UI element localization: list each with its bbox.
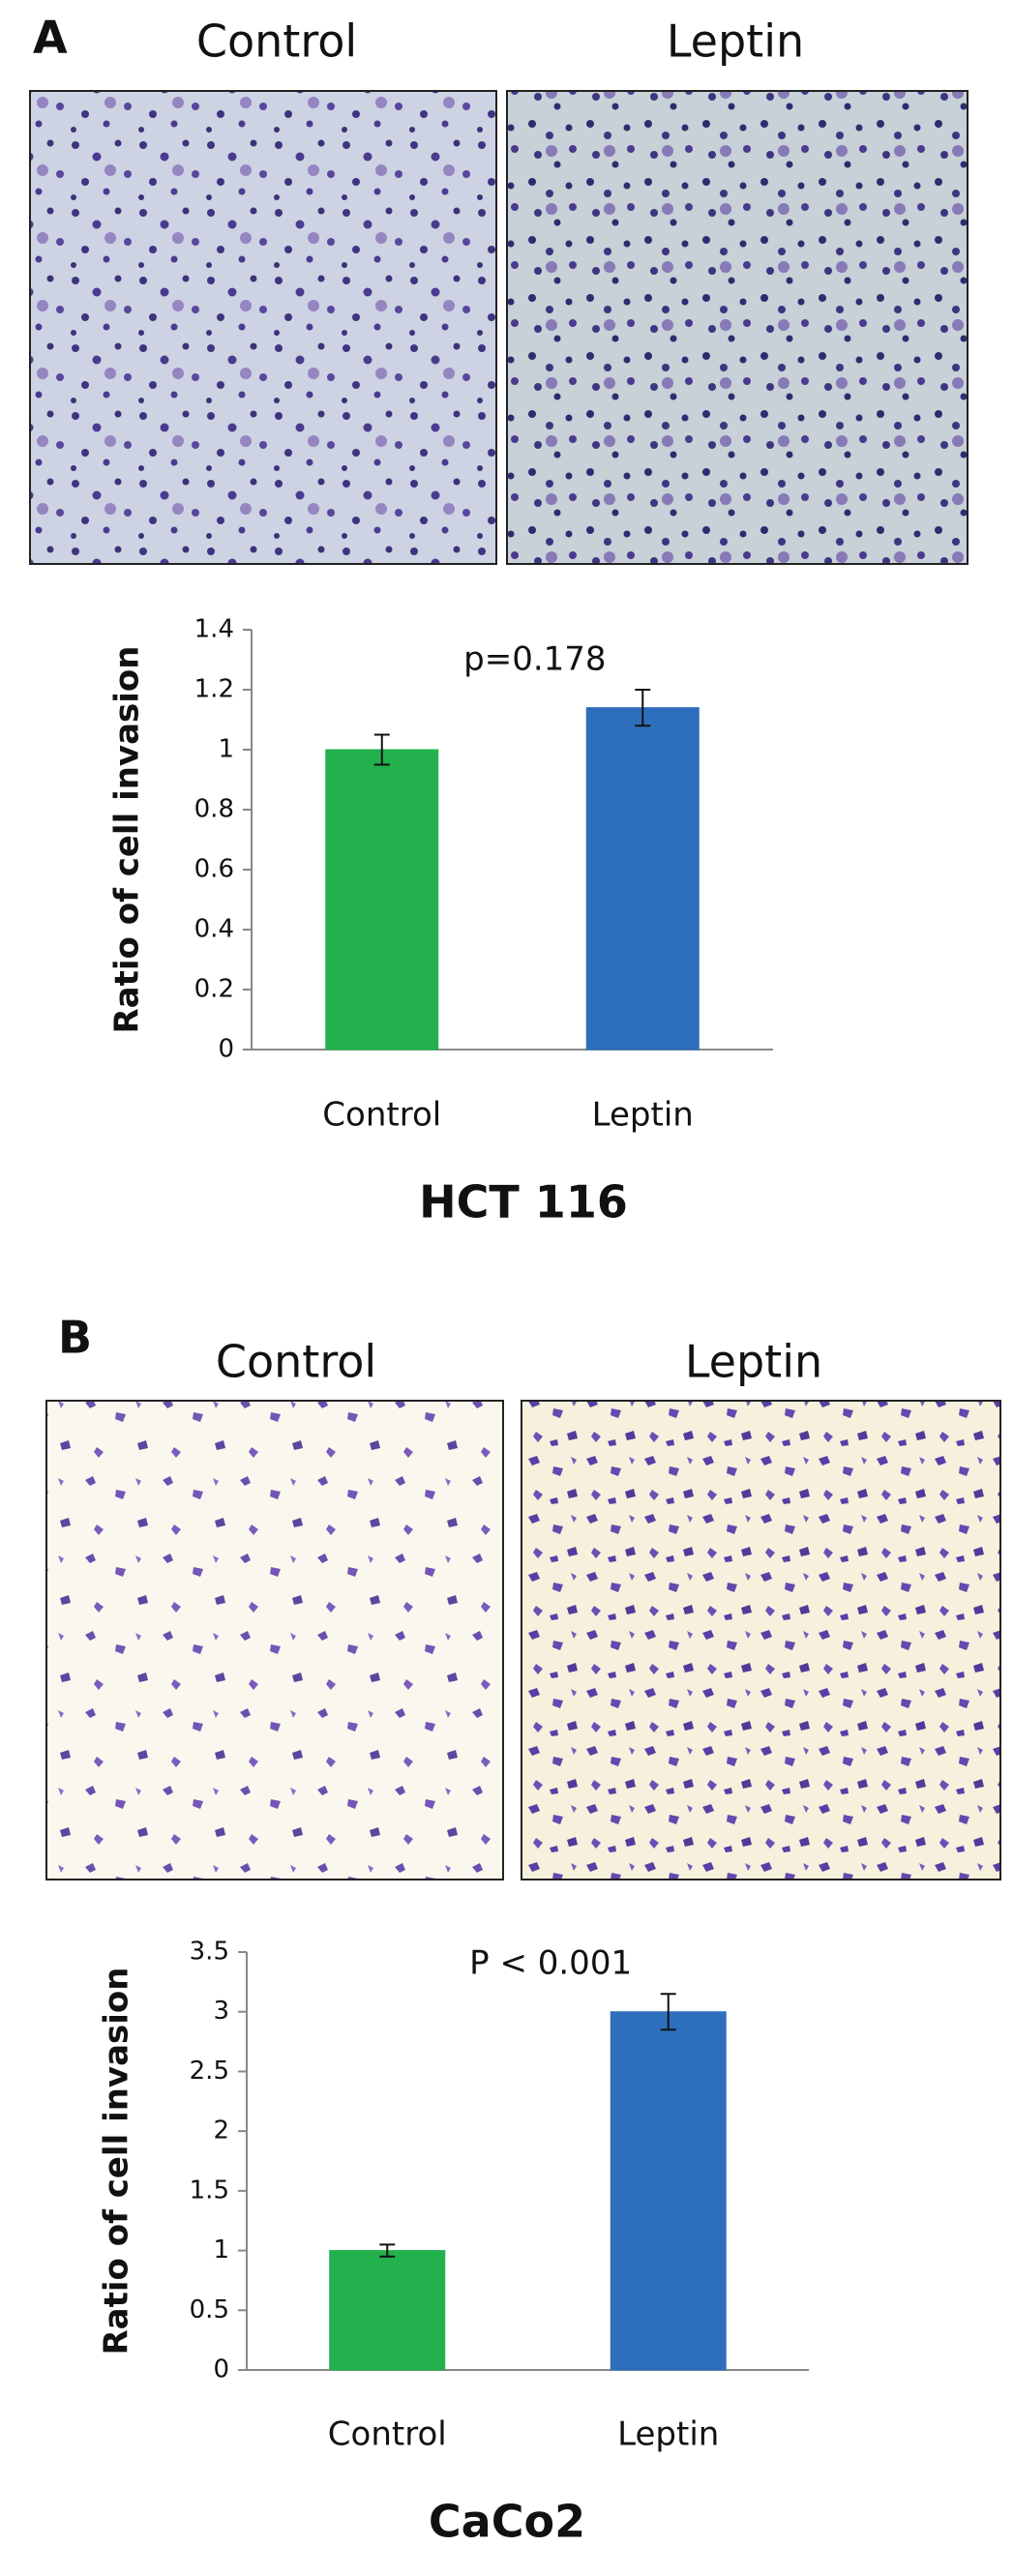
y-tick-label: 0 xyxy=(218,1035,234,1064)
error-bar xyxy=(635,689,651,727)
y-tick-label: 1.4 xyxy=(194,615,234,644)
bar xyxy=(585,707,700,1051)
y-tick-label: 0.6 xyxy=(194,855,234,884)
image-caption: Leptin xyxy=(667,15,804,68)
y-tick-label: 1.5 xyxy=(190,2176,229,2205)
bar xyxy=(325,749,439,1051)
y-tick-label: 1.2 xyxy=(194,675,234,704)
bar xyxy=(610,2011,727,2371)
error-bar xyxy=(379,2243,396,2258)
micrograph xyxy=(506,90,968,565)
bar xyxy=(329,2250,446,2371)
y-tick-label: 2 xyxy=(213,2117,229,2146)
image-caption: Control xyxy=(196,15,357,68)
y-axis-label: Ratio of cell invasion xyxy=(108,646,147,1034)
y-tick-label: 0.8 xyxy=(194,795,234,824)
x-tick-label: Control xyxy=(322,1096,441,1135)
chart-title: CaCo2 xyxy=(429,2496,585,2548)
y-tick-label: 0.4 xyxy=(194,915,234,944)
y-tick-label: 1 xyxy=(213,2235,229,2265)
y-tick-label: 0.2 xyxy=(194,975,234,1004)
error-bar xyxy=(373,733,390,766)
micrograph xyxy=(521,1400,1001,1880)
y-tick-label: 2.5 xyxy=(190,2057,229,2086)
y-tick-label: 3.5 xyxy=(190,1938,229,1967)
annotation: p=0.178 xyxy=(463,640,606,679)
panel-label: B xyxy=(58,1312,92,1364)
image-caption: Leptin xyxy=(685,1336,822,1388)
x-tick-label: Control xyxy=(328,2415,447,2454)
annotation: P < 0.001 xyxy=(469,1944,632,1983)
panel-label: A xyxy=(33,12,68,64)
x-tick-label: Leptin xyxy=(617,2415,719,2454)
image-caption: Control xyxy=(216,1336,376,1388)
y-axis-label: Ratio of cell invasion xyxy=(98,1968,136,2355)
micrograph xyxy=(29,90,497,565)
y-tick-label: 3 xyxy=(213,1997,229,2026)
micrograph xyxy=(45,1400,504,1880)
error-bar xyxy=(660,1993,676,2031)
chart-title: HCT 116 xyxy=(419,1176,628,1229)
y-tick-label: 0.5 xyxy=(190,2295,229,2324)
y-tick-label: 0 xyxy=(213,2355,229,2384)
y-tick-label: 1 xyxy=(218,735,234,764)
x-tick-label: Leptin xyxy=(592,1096,694,1135)
